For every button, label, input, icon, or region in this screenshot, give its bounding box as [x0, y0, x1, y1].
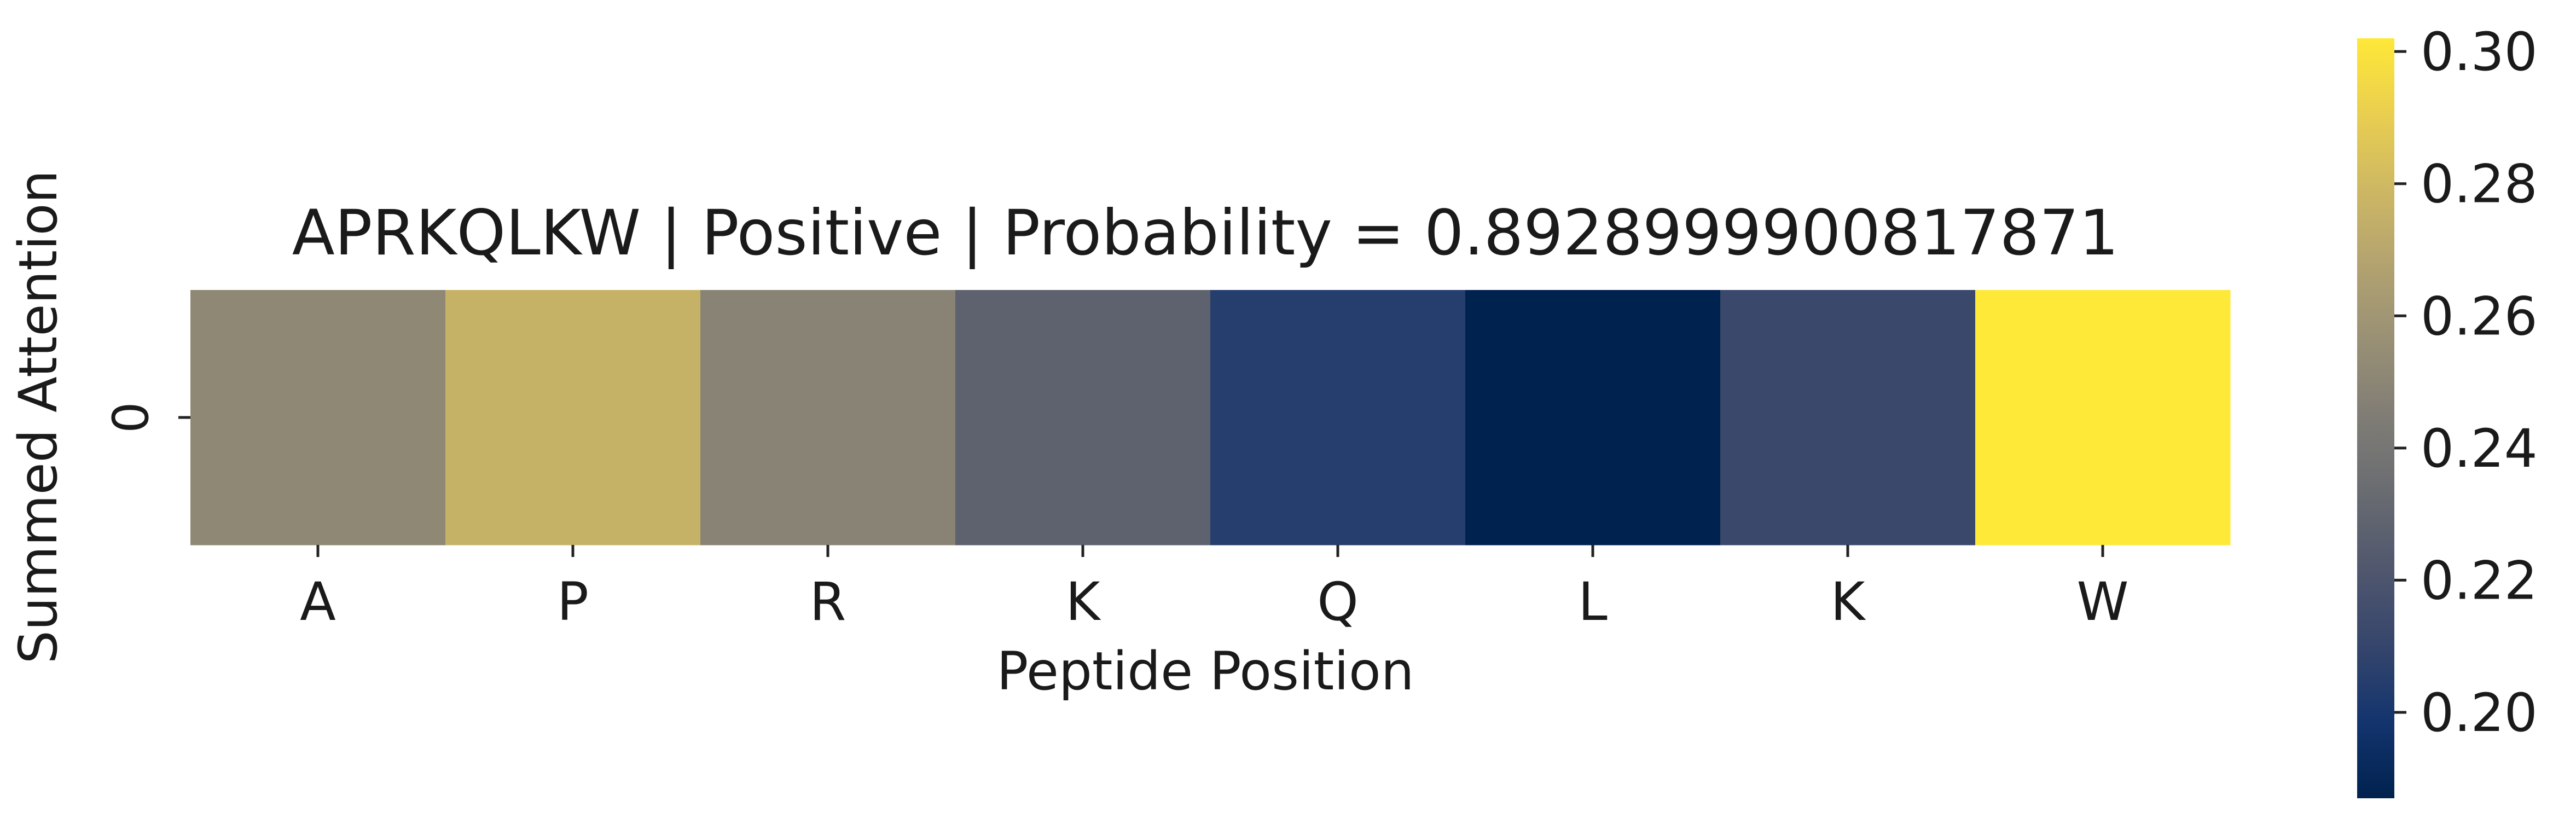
colorbar-gradient: [2357, 38, 2394, 798]
y-tick-label: 0: [102, 402, 160, 433]
x-tick-label: L: [1578, 571, 1607, 632]
heatmap-cell: [1465, 290, 1721, 545]
colorbar-tick-label: 0.30: [2421, 21, 2538, 83]
x-tick-label: A: [300, 571, 336, 632]
heatmap-cells: [190, 290, 2231, 545]
colorbar-ticks: 0.20 0.22 0.24 0.26 0.28 0.30: [2394, 21, 2538, 744]
colorbar-tick-label: 0.20: [2421, 682, 2538, 744]
x-tick-label: P: [557, 571, 589, 632]
heatmap-cell: [1720, 290, 1976, 545]
heatmap-cell: [1975, 290, 2231, 545]
colorbar-tick-label: 0.24: [2421, 418, 2538, 479]
x-tick-label: K: [1066, 571, 1101, 632]
y-axis-ticks: 0: [102, 402, 190, 433]
heatmap-cell: [445, 290, 701, 545]
chart-title: APRKQLKW | Positive | Probability = 0.89…: [292, 196, 2119, 269]
heatmap-cell: [1210, 290, 1466, 545]
colorbar-tick-label: 0.22: [2421, 550, 2538, 611]
colorbar: 0.20 0.22 0.24 0.26 0.28 0.30: [2357, 21, 2538, 798]
x-axis-label: Peptide Position: [996, 641, 1414, 702]
colorbar-tick-label: 0.26: [2421, 286, 2538, 347]
x-tick-label: K: [1831, 571, 1866, 632]
heatmap-cell: [955, 290, 1211, 545]
heatmap-cell: [700, 290, 956, 545]
x-tick-label: Q: [1317, 571, 1359, 632]
x-tick-label: W: [2077, 571, 2129, 632]
y-axis-label: Summed Attention: [8, 170, 69, 664]
heatmap-cell: [190, 290, 446, 545]
x-tick-label: R: [810, 571, 846, 632]
colorbar-tick-label: 0.28: [2421, 154, 2538, 215]
